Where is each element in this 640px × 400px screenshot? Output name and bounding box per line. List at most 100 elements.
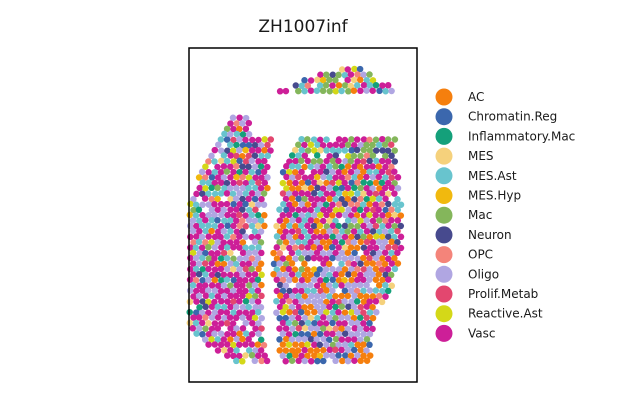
spot (254, 287, 262, 294)
spot (202, 303, 209, 311)
spot (202, 163, 209, 170)
spot (351, 357, 358, 364)
spot (323, 71, 330, 78)
spot (347, 82, 355, 90)
spot (236, 190, 243, 197)
spot (313, 87, 321, 94)
spot (314, 357, 321, 365)
spot (248, 255, 256, 262)
spot (199, 266, 206, 273)
spot (239, 120, 246, 127)
spot (351, 249, 358, 257)
spot (326, 206, 333, 213)
spot (319, 196, 327, 203)
spot (372, 81, 380, 89)
spot (230, 276, 238, 284)
spot (242, 244, 249, 252)
spot (202, 325, 209, 332)
spot (279, 179, 287, 187)
spot (252, 174, 259, 181)
spot (372, 276, 380, 283)
spot (298, 157, 305, 165)
spot (227, 292, 234, 300)
spot (257, 239, 265, 246)
spot (332, 303, 339, 311)
spot (301, 206, 308, 213)
spot (267, 136, 275, 143)
spot (348, 331, 355, 338)
spot (292, 190, 299, 197)
spot (245, 292, 253, 300)
spot (187, 200, 194, 208)
spot (369, 293, 377, 300)
spot (326, 184, 333, 192)
spot (323, 168, 330, 176)
spot (258, 174, 265, 181)
spot (239, 282, 246, 289)
spot (282, 87, 290, 95)
spot (220, 260, 228, 268)
spot (342, 158, 349, 165)
spot (255, 158, 262, 165)
legend-label: MES.Ast (468, 169, 517, 183)
legend-label: Vasc (468, 326, 495, 340)
spot (342, 190, 349, 198)
spot (227, 163, 234, 170)
spot (394, 174, 402, 181)
spot (242, 114, 250, 122)
spot (332, 282, 339, 289)
spot (332, 228, 340, 235)
spot (217, 179, 225, 186)
spot (354, 341, 361, 349)
spot (227, 195, 234, 203)
spot (220, 249, 228, 257)
spot (282, 325, 290, 332)
spot (369, 260, 377, 267)
spot (369, 195, 377, 202)
spot (347, 244, 355, 251)
spot (335, 71, 342, 79)
spot (255, 201, 262, 208)
spot (357, 152, 364, 160)
spot (233, 271, 240, 279)
spot (220, 152, 228, 159)
spot (373, 157, 380, 165)
spot (239, 249, 247, 257)
spot (363, 357, 371, 364)
spot (295, 228, 302, 235)
spot (335, 136, 343, 143)
spot (192, 319, 200, 327)
spot (372, 222, 380, 230)
spot (338, 346, 345, 354)
legend-marker-ac (435, 88, 453, 106)
spot (233, 228, 241, 235)
spot (192, 254, 200, 262)
spot (356, 314, 364, 322)
spot (205, 158, 212, 165)
spot (344, 217, 352, 224)
spot (233, 173, 240, 181)
spot (382, 87, 389, 95)
spot (220, 239, 227, 246)
spot (388, 238, 395, 246)
spot (301, 217, 309, 224)
spot (199, 331, 206, 338)
spot (211, 287, 219, 295)
spot (292, 330, 299, 338)
spot (344, 281, 352, 289)
spot (295, 238, 302, 246)
spot (199, 179, 206, 186)
spot (329, 179, 336, 187)
spot (341, 168, 348, 176)
spot (335, 82, 343, 89)
spot (351, 325, 358, 332)
spot (248, 179, 256, 186)
spot (310, 276, 318, 283)
spot (236, 309, 243, 316)
spot (221, 292, 228, 300)
spot (301, 314, 309, 322)
spot (381, 141, 389, 148)
spot (338, 206, 345, 214)
spot (372, 136, 380, 144)
spot (242, 255, 250, 262)
